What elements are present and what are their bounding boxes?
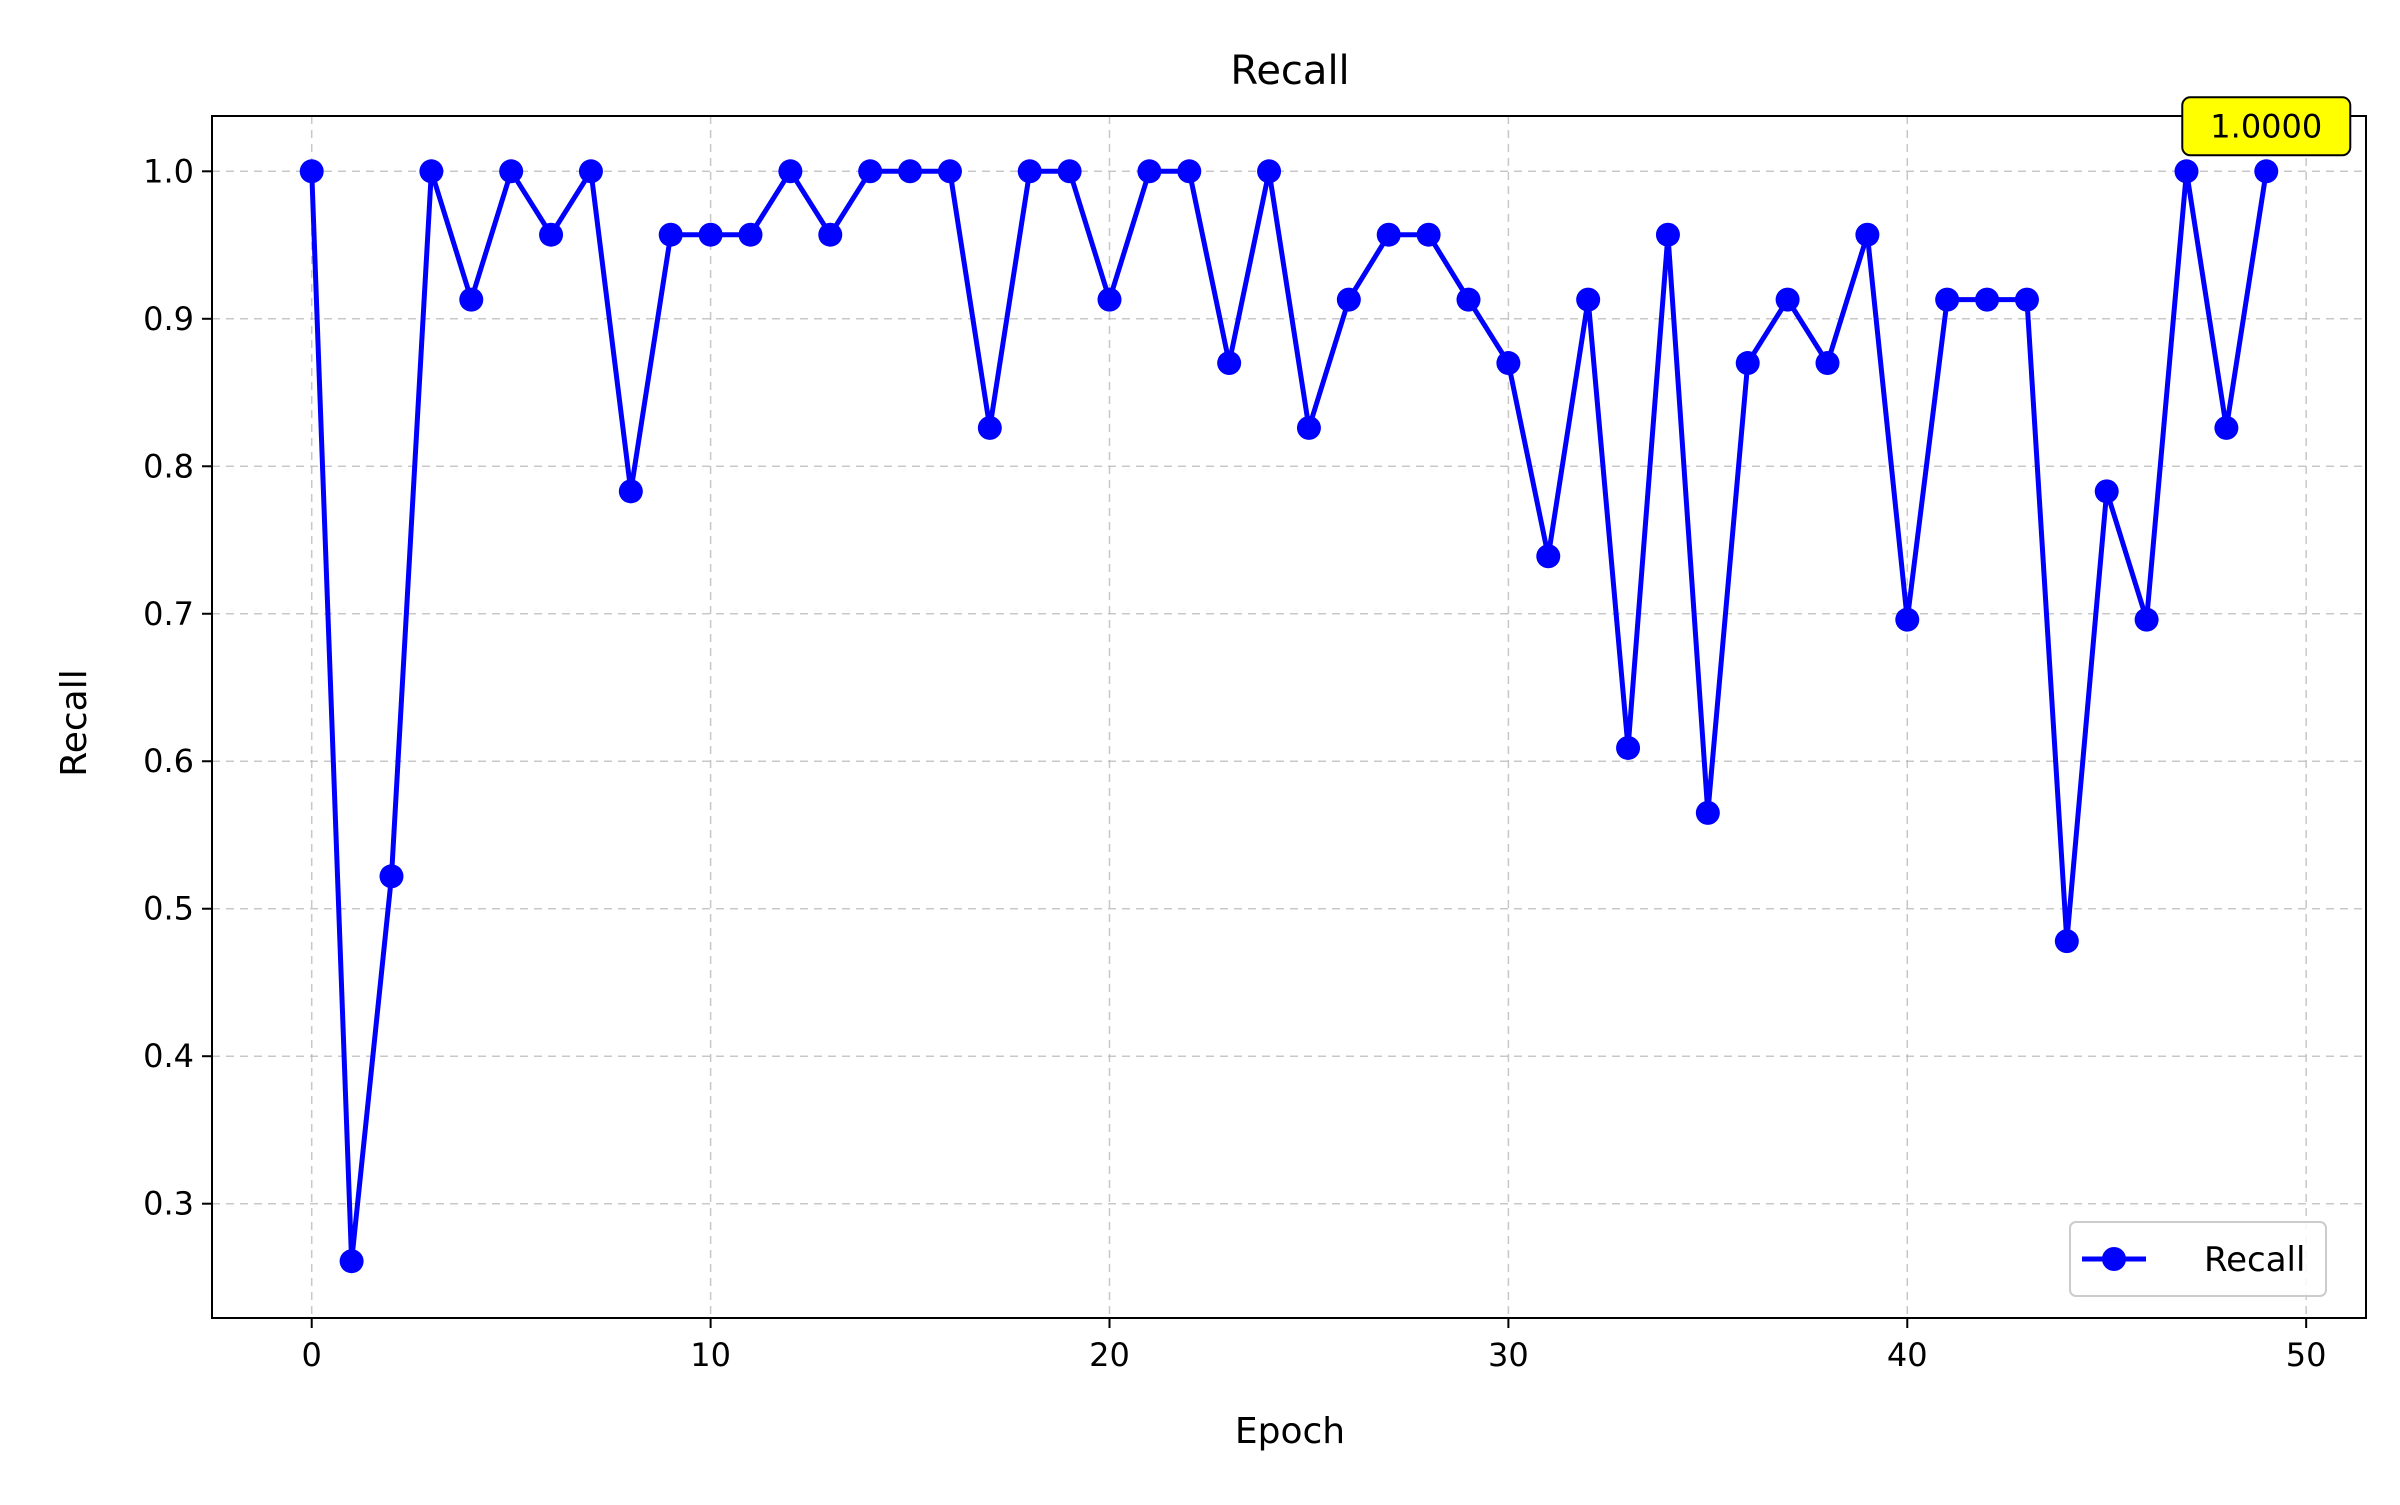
recall-data-point	[1097, 287, 1122, 312]
recall-data-point	[2054, 929, 2079, 954]
recall-data-point	[2254, 159, 2279, 184]
recall-data-point	[1895, 607, 1920, 632]
y-tick-label: 1.0	[143, 152, 194, 190]
recall-data-point	[379, 864, 404, 889]
chart-title: Recall	[1230, 48, 1349, 94]
recall-data-point	[818, 222, 843, 247]
recall-data-point	[1496, 351, 1521, 376]
recall-data-point	[2134, 607, 2159, 632]
recall-data-point	[1257, 159, 1282, 184]
recall-data-point	[499, 159, 524, 184]
recall-data-point	[937, 159, 962, 184]
recall-data-point	[578, 159, 603, 184]
legend-label: Recall	[2204, 1240, 2305, 1280]
recall-data-point	[1576, 287, 1601, 312]
recall-data-point	[658, 222, 683, 247]
recall-data-point	[618, 479, 643, 504]
recall-data-point	[2174, 159, 2199, 184]
y-axis-label: Recall	[54, 669, 95, 776]
recall-data-point	[1935, 287, 1960, 312]
recall-data-point	[1536, 544, 1561, 569]
recall-data-point	[858, 159, 883, 184]
recall-data-point	[1217, 351, 1242, 376]
y-tick-label: 0.5	[143, 890, 194, 928]
recall-data-point	[1616, 735, 1641, 760]
recall-data-point	[1655, 222, 1680, 247]
x-tick-label: 10	[690, 1336, 731, 1374]
recall-data-point	[2214, 415, 2239, 440]
recall-series-line	[309, 168, 2269, 1264]
x-tick-label: 0	[302, 1336, 322, 1374]
x-tick-label: 20	[1089, 1336, 1130, 1374]
recall-data-point	[1695, 800, 1720, 825]
recall-data-point	[898, 159, 923, 184]
series-layer	[299, 159, 2279, 1274]
recall-data-point	[1296, 415, 1321, 440]
recall-data-point	[1057, 159, 1082, 184]
best-value-annotation-label: 1.0000	[2210, 107, 2322, 145]
y-tick-label: 0.7	[143, 595, 194, 633]
recall-data-point	[539, 222, 564, 247]
recall-data-point	[738, 222, 763, 247]
y-tick-label: 0.8	[143, 447, 194, 485]
legend: Recall	[2069, 1221, 2327, 1297]
y-tick-label: 0.6	[143, 742, 194, 780]
legend-point-marker	[2102, 1247, 2126, 1271]
recall-data-point	[1017, 159, 1042, 184]
recall-data-point	[299, 159, 324, 184]
recall-data-point	[1177, 159, 1202, 184]
x-axis-label: Epoch	[1235, 1411, 1345, 1452]
x-tick-label: 50	[2286, 1336, 2327, 1374]
recall-data-point	[778, 159, 803, 184]
best-value-annotation-box	[2181, 96, 2352, 157]
recall-data-point	[459, 287, 484, 312]
recall-data-point	[1815, 351, 1840, 376]
recall-data-point	[1416, 222, 1441, 247]
recall-data-point	[698, 222, 723, 247]
annotation-layer: 1.0000	[2181, 96, 2352, 157]
legend-box	[2069, 1221, 2327, 1297]
y-tick-label: 0.9	[143, 300, 194, 338]
recall-data-point	[339, 1249, 364, 1274]
recall-data-point	[1456, 287, 1481, 312]
recall-data-point	[1336, 287, 1361, 312]
x-tick-label: 30	[1488, 1336, 1529, 1374]
recall-data-point	[2014, 287, 2039, 312]
y-tick-label: 0.4	[143, 1037, 194, 1075]
x-tick-label: 40	[1887, 1336, 1928, 1374]
recall-data-point	[1855, 222, 1880, 247]
recall-data-point	[2094, 479, 2119, 504]
plot-frame	[211, 115, 2367, 1319]
y-tick-label: 0.3	[143, 1185, 194, 1223]
recall-data-point	[1775, 287, 1800, 312]
recall-data-point	[1735, 351, 1760, 376]
grid-layer	[212, 116, 2366, 1318]
recall-data-point	[1137, 159, 1162, 184]
tick-layer: 0 10 20 30 40 50 0.3 0.4 0.5 0.6 0.7 0.8 0.9 1.0	[143, 152, 2326, 1374]
recall-data-point	[1975, 287, 2000, 312]
recall-data-point	[977, 415, 1002, 440]
recall-data-point	[1376, 222, 1401, 247]
recall-data-point	[419, 159, 444, 184]
